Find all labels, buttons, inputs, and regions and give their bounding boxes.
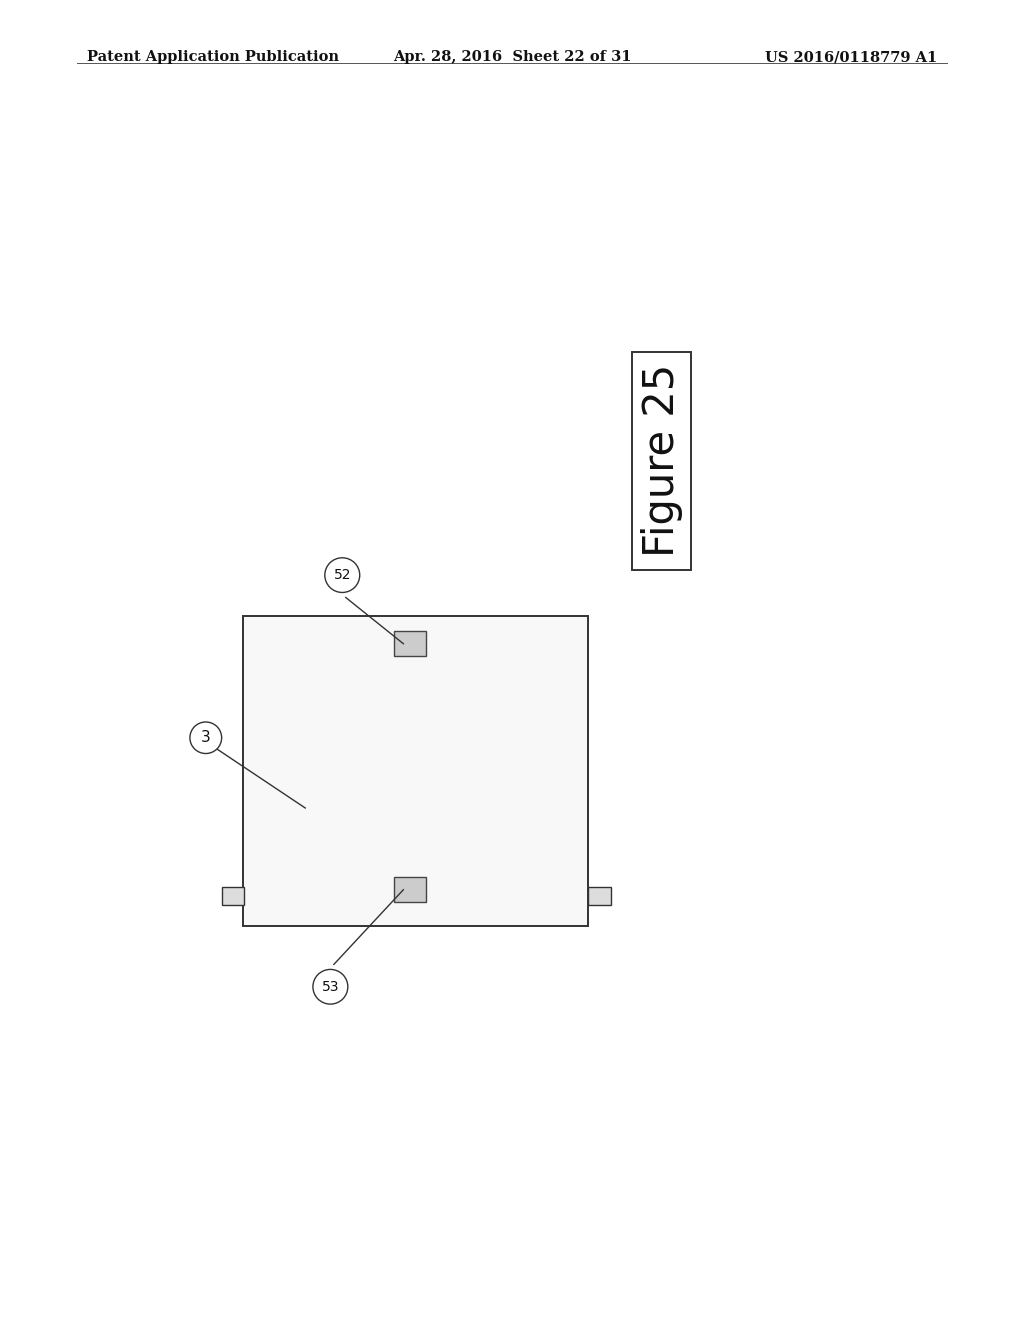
- Text: Patent Application Publication: Patent Application Publication: [87, 50, 339, 65]
- Bar: [221, 887, 244, 906]
- Bar: [394, 631, 426, 656]
- Text: Figure 25: Figure 25: [641, 364, 683, 557]
- Text: US 2016/0118779 A1: US 2016/0118779 A1: [765, 50, 937, 65]
- Text: 53: 53: [322, 979, 339, 994]
- Text: Apr. 28, 2016  Sheet 22 of 31: Apr. 28, 2016 Sheet 22 of 31: [393, 50, 631, 65]
- Bar: [394, 876, 426, 903]
- Ellipse shape: [313, 969, 348, 1005]
- Bar: [588, 887, 610, 906]
- Ellipse shape: [325, 558, 359, 593]
- Text: 3: 3: [201, 730, 211, 746]
- Bar: [243, 615, 588, 925]
- Ellipse shape: [189, 722, 221, 754]
- Bar: [632, 351, 691, 570]
- Text: 52: 52: [334, 568, 351, 582]
